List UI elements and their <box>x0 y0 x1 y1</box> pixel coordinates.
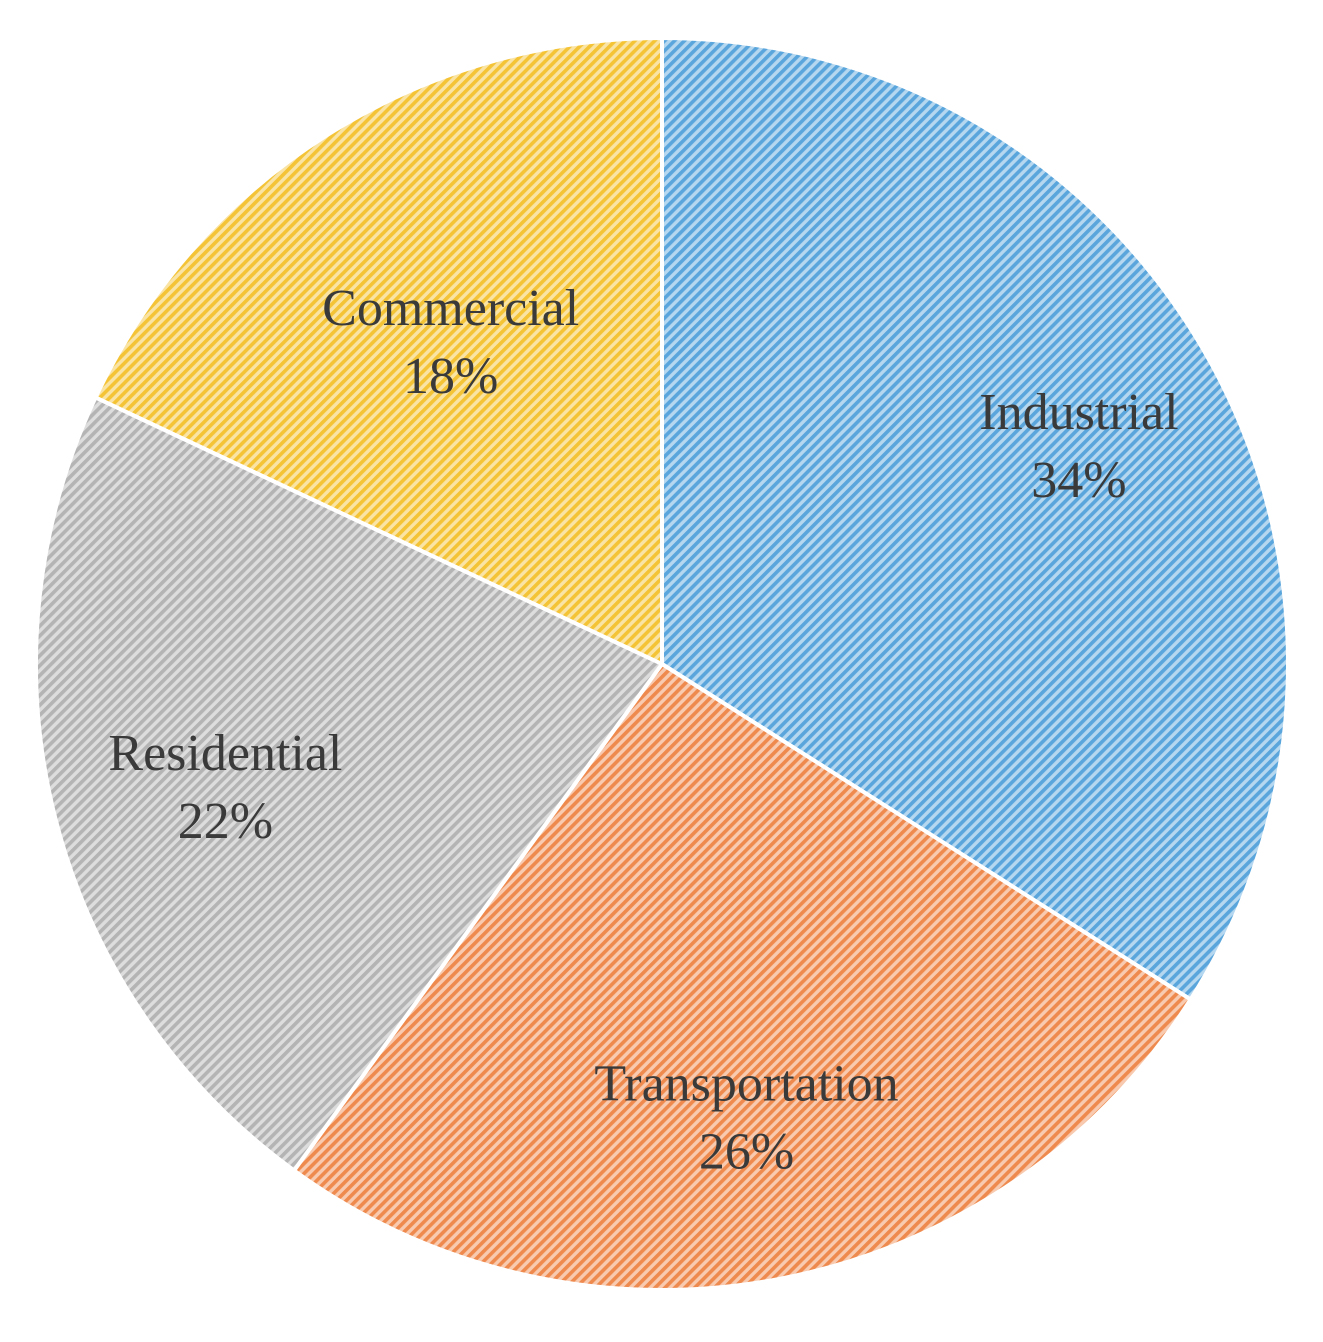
slice-label-commercial: Commercial <box>322 280 579 337</box>
pie-slice-industrial <box>660 36 1290 1002</box>
slice-value-label-commercial: 18% <box>403 348 498 405</box>
slice-label-transportation: Transportation <box>594 1056 898 1113</box>
slice-label-industrial: Industrial <box>979 384 1178 441</box>
slices-layer <box>34 36 1290 1292</box>
slice-value-label-industrial: 34% <box>1031 452 1126 509</box>
pie-slice-commercial <box>93 36 664 666</box>
slice-value-label-transportation: 26% <box>699 1124 794 1181</box>
pie-slice-transportation <box>292 662 1193 1292</box>
slice-value-label-residential: 22% <box>178 793 273 850</box>
slice-label-residential: Residential <box>108 725 342 782</box>
labels-layer: Industrial 34% Transportation 26% Residentia… <box>108 280 1178 1181</box>
